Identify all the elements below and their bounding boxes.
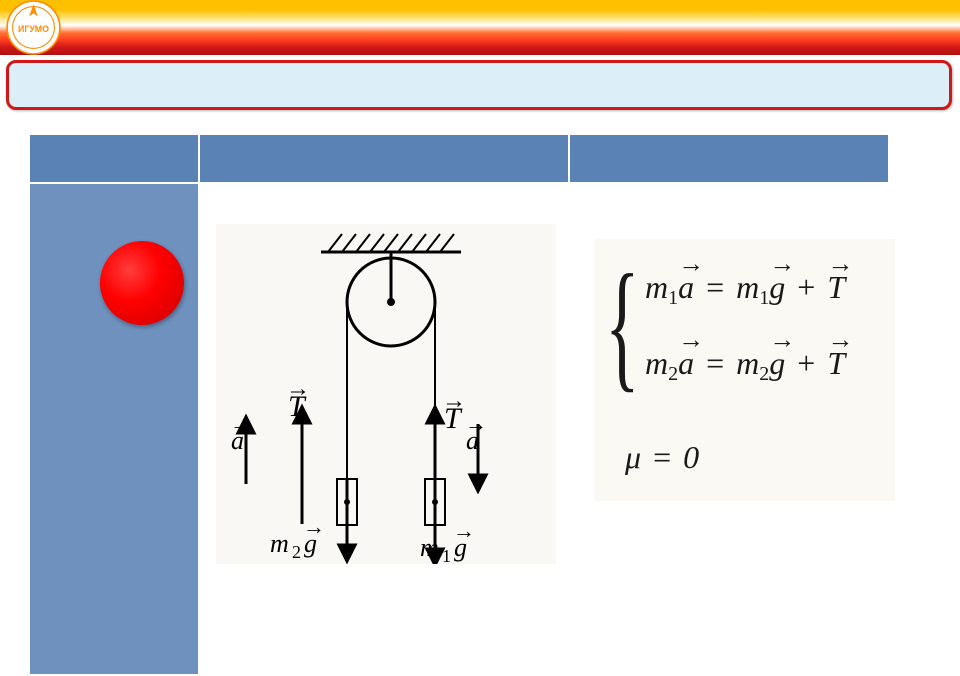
svg-text:→: → bbox=[303, 514, 325, 539]
table-header-1 bbox=[29, 134, 199, 183]
equation-1: m1a→ = m1g→ + T→ bbox=[645, 269, 845, 310]
svg-text:→: → bbox=[230, 411, 252, 436]
svg-text:→: → bbox=[453, 518, 475, 543]
table-header-row bbox=[29, 134, 889, 183]
info-box bbox=[6, 60, 952, 110]
svg-text:2: 2 bbox=[292, 542, 301, 562]
svg-text:m: m bbox=[420, 533, 439, 562]
content-table: a → T → T → bbox=[28, 133, 890, 676]
red-marker-icon bbox=[100, 241, 184, 325]
svg-text:→: → bbox=[442, 388, 466, 414]
table-row: a → T → T → bbox=[29, 183, 889, 675]
svg-text:m: m bbox=[270, 529, 289, 558]
equations-block: { m1a→ = m1g→ + T→ m2a→ = bbox=[595, 239, 895, 501]
svg-text:1: 1 bbox=[442, 546, 451, 564]
equation-2: m2a→ = m2g→ + T→ bbox=[645, 345, 845, 386]
svg-text:→: → bbox=[465, 411, 487, 436]
table-header-2 bbox=[199, 134, 569, 183]
pulley-diagram: a → T → T → bbox=[216, 224, 556, 564]
brace-icon: { bbox=[605, 253, 640, 397]
logo: ИГУМО bbox=[6, 0, 61, 55]
header-band: ИГУМО bbox=[0, 0, 960, 55]
svg-text:→: → bbox=[286, 376, 310, 402]
table-header-3 bbox=[569, 134, 889, 183]
logo-text: ИГУМО bbox=[18, 24, 49, 34]
equation-3: μ = 0 bbox=[625, 439, 699, 476]
